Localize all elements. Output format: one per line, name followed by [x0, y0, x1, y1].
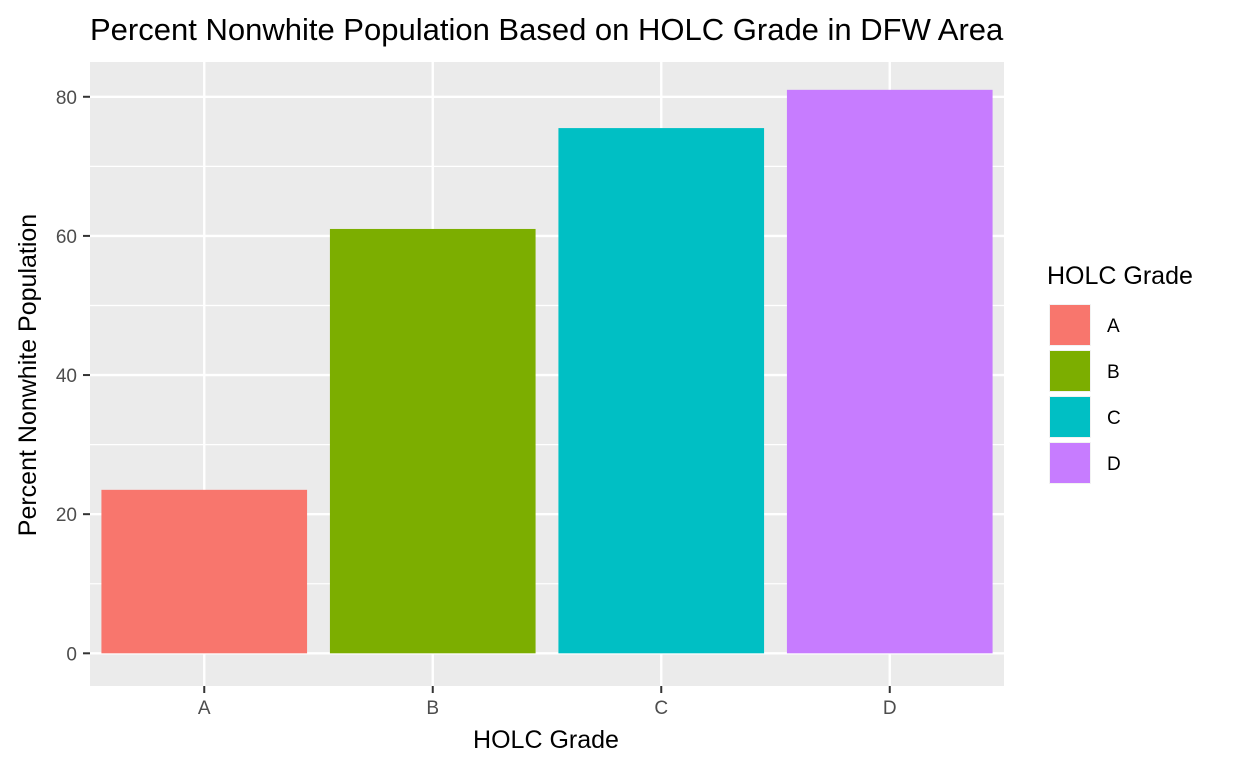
y-tick-label: 0 [66, 644, 77, 665]
bars-group [101, 89, 993, 654]
y-tick-label: 80 [56, 88, 77, 109]
x-tick-label: C [654, 698, 668, 719]
y-axis-title: Percent Nonwhite Population [14, 214, 42, 536]
legend-label: A [1107, 316, 1120, 337]
legend-label: D [1107, 454, 1121, 475]
legend-title: HOLC Grade [1047, 262, 1193, 290]
legend-swatch-c [1050, 397, 1090, 437]
x-tick-label: D [883, 698, 897, 719]
legend-swatch-b [1050, 351, 1090, 391]
legend-label: B [1107, 362, 1120, 383]
x-tick-label: A [198, 698, 211, 719]
y-axis: 0 20 40 60 80 [56, 88, 90, 665]
bar-b [329, 228, 536, 654]
legend: HOLC Grade A B C D [1047, 262, 1193, 484]
legend-swatch-a [1050, 305, 1090, 345]
y-tick-label: 40 [56, 366, 77, 387]
bar-d [786, 89, 993, 654]
y-tick-label: 20 [56, 505, 77, 526]
bar-c [558, 128, 765, 654]
x-axis-title: HOLC Grade [473, 726, 619, 754]
x-tick-label: B [426, 698, 439, 719]
legend-label: C [1107, 408, 1121, 429]
y-tick-label: 60 [56, 227, 77, 248]
bar-a [101, 489, 308, 654]
x-axis: A B C D [198, 686, 897, 719]
legend-swatch-d [1050, 443, 1090, 483]
chart-title: Percent Nonwhite Population Based on HOL… [90, 12, 1004, 47]
